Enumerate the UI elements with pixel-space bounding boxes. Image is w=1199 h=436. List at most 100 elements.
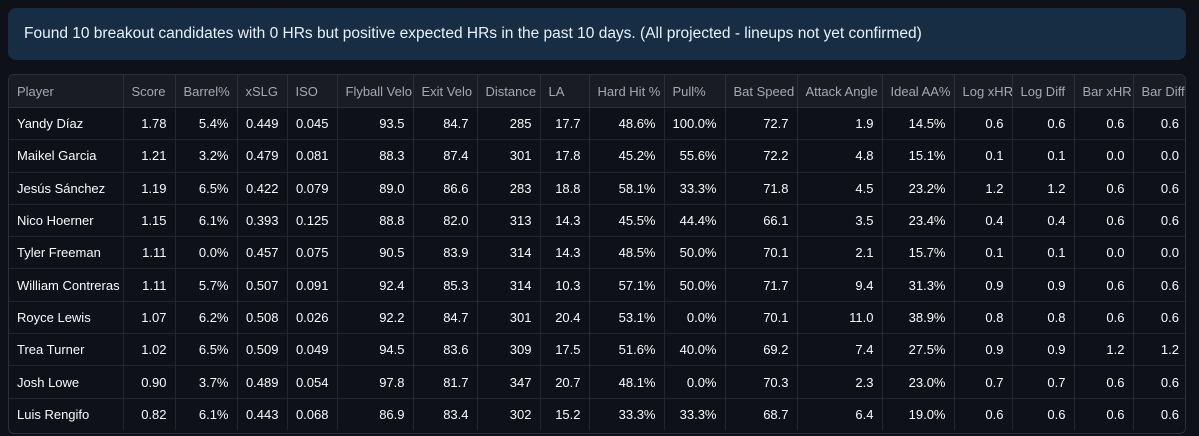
table-row[interactable]: Nico Hoerner 1.15 6.1% 0.393 0.125 88.8 82.0 31… [9, 204, 1185, 238]
table-cell[interactable]: 3.7% [175, 365, 238, 399]
table-cell[interactable]: 0.6 [1133, 268, 1185, 302]
table-cell[interactable]: 283 [477, 172, 541, 205]
table-cell[interactable]: 0.449 [237, 107, 288, 141]
table-cell[interactable]: 0.1 [954, 236, 1013, 270]
table-cell[interactable]: 0.457 [237, 236, 288, 270]
table-cell[interactable]: 0.1 [1012, 236, 1075, 270]
table-cell[interactable]: 88.3 [337, 139, 414, 173]
table-cell[interactable]: 6.4 [797, 398, 883, 430]
table-cell[interactable]: 72.2 [725, 139, 798, 173]
table-cell[interactable]: 50.0% [664, 236, 726, 270]
table-cell[interactable]: 93.5 [337, 107, 414, 141]
column-header-xslg[interactable]: xSLG [237, 75, 288, 108]
table-cell[interactable]: 0.6 [1133, 172, 1185, 205]
table-cell[interactable]: 0.443 [237, 398, 288, 430]
table-cell[interactable]: 81.7 [413, 365, 478, 399]
table-cell[interactable]: 1.11 [123, 268, 176, 302]
table-cell[interactable]: 0.7 [1012, 365, 1075, 399]
table-cell[interactable]: 0.6 [1133, 204, 1185, 238]
column-header-iso[interactable]: ISO [287, 75, 338, 108]
player-name-cell[interactable]: Tyler Freeman [9, 236, 124, 270]
table-cell[interactable]: 0.507 [237, 268, 288, 302]
column-header-ideal-aa[interactable]: Ideal AA% [882, 75, 955, 108]
table-cell[interactable]: 40.0% [664, 333, 726, 367]
table-cell[interactable]: 0.8 [954, 301, 1013, 335]
table-cell[interactable]: 0.075 [287, 236, 338, 270]
table-cell[interactable]: 5.4% [175, 107, 238, 141]
table-cell[interactable]: 94.5 [337, 333, 414, 367]
table-cell[interactable]: 87.4 [413, 139, 478, 173]
table-cell[interactable]: 68.7 [725, 398, 798, 430]
table-cell[interactable]: 92.4 [337, 268, 414, 302]
table-cell[interactable]: 314 [477, 268, 541, 302]
table-cell[interactable]: 301 [477, 301, 541, 335]
table-cell[interactable]: 86.6 [413, 172, 478, 205]
table-cell[interactable]: 17.7 [540, 107, 590, 141]
table-cell[interactable]: 1.15 [123, 204, 176, 238]
table-cell[interactable]: 285 [477, 107, 541, 141]
table-cell[interactable]: 0.9 [1012, 268, 1075, 302]
player-name-cell[interactable]: Royce Lewis [9, 301, 124, 335]
table-row[interactable]: William Contreras 1.11 5.7% 0.507 0.091 92.4 8… [9, 268, 1185, 302]
table-cell[interactable]: 31.3% [882, 268, 955, 302]
table-cell[interactable]: 14.5% [882, 107, 955, 141]
table-cell[interactable]: 33.3% [589, 398, 665, 430]
table-cell[interactable]: 314 [477, 236, 541, 270]
table-cell[interactable]: 15.7% [882, 236, 955, 270]
table-cell[interactable]: 6.2% [175, 301, 238, 335]
table-cell[interactable]: 0.6 [1074, 301, 1134, 335]
table-row[interactable]: Maikel Garcia 1.21 3.2% 0.479 0.081 88.3 87.4 3… [9, 139, 1185, 173]
table-row[interactable]: Royce Lewis 1.07 6.2% 0.508 0.026 92.2 84.7 301… [9, 301, 1185, 335]
table-cell[interactable]: 89.0 [337, 172, 414, 205]
table-cell[interactable]: 48.6% [589, 107, 665, 141]
table-cell[interactable]: 84.7 [413, 301, 478, 335]
player-name-cell[interactable]: Josh Lowe [9, 365, 124, 399]
table-cell[interactable]: 9.4 [797, 268, 883, 302]
table-cell[interactable]: 0.479 [237, 139, 288, 173]
table-cell[interactable]: 0.6 [1074, 107, 1134, 141]
table-cell[interactable]: 23.2% [882, 172, 955, 205]
table-cell[interactable]: 58.1% [589, 172, 665, 205]
table-cell[interactable]: 6.5% [175, 172, 238, 205]
table-cell[interactable]: 0.9 [1012, 333, 1075, 367]
table-cell[interactable]: 0.1 [954, 139, 1013, 173]
table-cell[interactable]: 27.5% [882, 333, 955, 367]
table-cell[interactable]: 0.125 [287, 204, 338, 238]
table-cell[interactable]: 19.0% [882, 398, 955, 430]
player-name-cell[interactable]: Luis Rengifo [9, 398, 124, 430]
table-cell[interactable]: 45.5% [589, 204, 665, 238]
table-cell[interactable]: 0.8 [1012, 301, 1075, 335]
table-cell[interactable]: 0.081 [287, 139, 338, 173]
table-cell[interactable]: 44.4% [664, 204, 726, 238]
table-cell[interactable]: 45.2% [589, 139, 665, 173]
table-cell[interactable]: 0.6 [954, 107, 1013, 141]
table-cell[interactable]: 0.0% [664, 301, 726, 335]
table-cell[interactable]: 0.6 [1074, 204, 1134, 238]
table-cell[interactable]: 1.2 [954, 172, 1013, 205]
table-cell[interactable]: 88.8 [337, 204, 414, 238]
table-cell[interactable]: 17.8 [540, 139, 590, 173]
column-header-pull[interactable]: Pull% [664, 75, 726, 108]
column-header-player[interactable]: Player [9, 75, 124, 108]
table-cell[interactable]: 33.3% [664, 172, 726, 205]
table-cell[interactable]: 0.6 [954, 398, 1013, 430]
column-header-hard-hit[interactable]: Hard Hit % [589, 75, 665, 108]
table-cell[interactable]: 23.0% [882, 365, 955, 399]
player-name-cell[interactable]: Yandy Díaz [9, 107, 124, 141]
table-cell[interactable]: 2.1 [797, 236, 883, 270]
table-cell[interactable]: 71.8 [725, 172, 798, 205]
table-cell[interactable]: 0.393 [237, 204, 288, 238]
table-cell[interactable]: 53.1% [589, 301, 665, 335]
table-cell[interactable]: 0.6 [1074, 398, 1134, 430]
table-cell[interactable]: 1.02 [123, 333, 176, 367]
table-cell[interactable]: 1.21 [123, 139, 176, 173]
table-cell[interactable]: 0.509 [237, 333, 288, 367]
table-cell[interactable]: 0.4 [1012, 204, 1075, 238]
table-cell[interactable]: 38.9% [882, 301, 955, 335]
table-cell[interactable]: 0.0 [1074, 236, 1134, 270]
table-cell[interactable]: 302 [477, 398, 541, 430]
table-cell[interactable]: 6.1% [175, 204, 238, 238]
table-cell[interactable]: 51.6% [589, 333, 665, 367]
column-header-distance[interactable]: Distance [477, 75, 541, 108]
table-cell[interactable]: 0.6 [1133, 301, 1185, 335]
